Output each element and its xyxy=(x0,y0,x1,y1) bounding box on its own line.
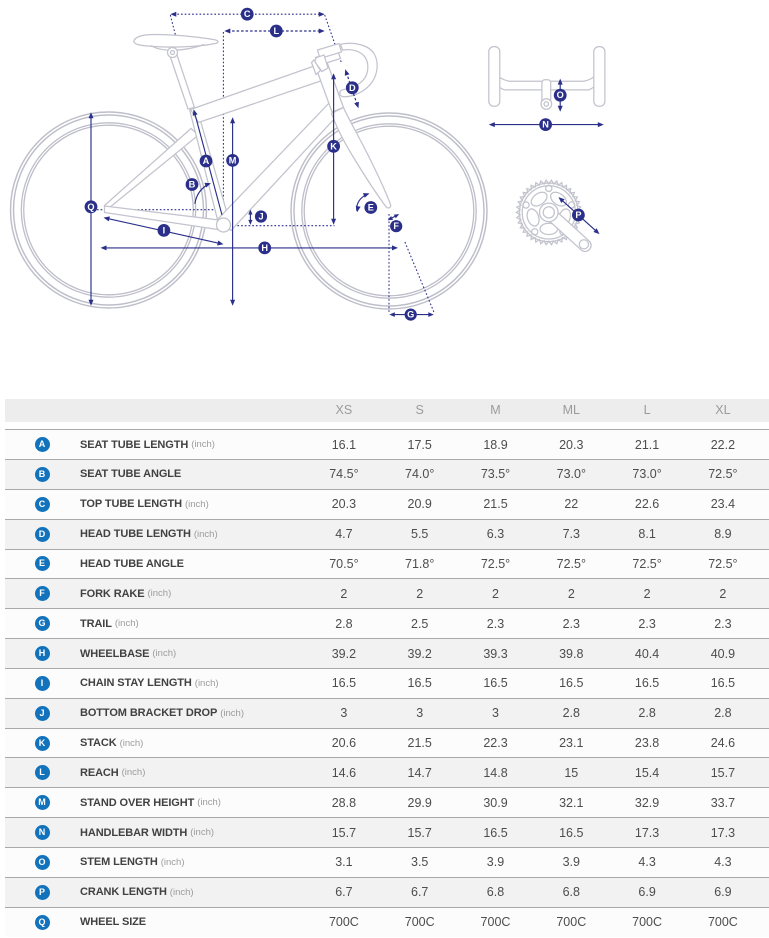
svg-text:L: L xyxy=(273,26,279,36)
svg-text:H: H xyxy=(261,243,268,253)
svg-text:P: P xyxy=(575,210,581,220)
svg-text:I: I xyxy=(163,225,166,235)
svg-text:K: K xyxy=(330,141,337,151)
svg-text:O: O xyxy=(557,90,564,100)
svg-text:A: A xyxy=(203,156,210,166)
svg-text:N: N xyxy=(542,120,549,130)
svg-text:B: B xyxy=(189,180,196,190)
svg-text:J: J xyxy=(258,212,263,222)
svg-text:E: E xyxy=(368,203,374,213)
svg-text:D: D xyxy=(349,83,356,93)
svg-text:M: M xyxy=(229,155,237,165)
svg-text:F: F xyxy=(393,221,399,231)
svg-text:G: G xyxy=(407,310,414,320)
svg-text:C: C xyxy=(244,9,251,19)
svg-text:Q: Q xyxy=(87,202,94,212)
